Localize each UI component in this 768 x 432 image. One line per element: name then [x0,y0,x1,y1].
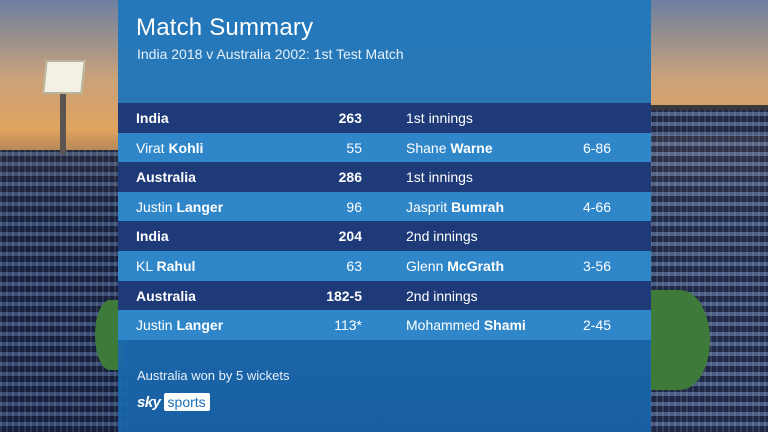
top-batter: KL Rahul [136,258,195,274]
team-score: 263 [338,110,362,126]
batter-first-name: Justin [136,317,173,334]
team-name: Australia [136,169,196,186]
top-batter: Justin Langer [136,317,223,333]
bowler-last-name: Shami [483,317,526,334]
team-name: Australia [136,287,196,304]
match-summary-panel: Match Summary India 2018 v Australia 200… [118,0,651,432]
top-bowler: Glenn McGrath [406,258,504,274]
team-name: India [136,110,169,126]
floodlight-icon [42,60,86,94]
scorecard: India 263 1st innings Virat Kohli 55 Sha… [118,103,651,340]
innings-label: 2nd innings [406,228,478,245]
crowd-stand-left [0,150,130,432]
batter-first-name: KL [136,257,153,274]
top-bowler: Shane Warne [406,140,493,156]
innings-row: Australia 182-5 2nd innings [118,280,651,311]
bowler-last-name: Warne [450,139,493,156]
performer-row: KL Rahul 63 Glenn McGrath 3-56 [118,250,651,281]
performer-row: Justin Langer 113* Mohammed Shami 2-45 [118,310,651,340]
top-bowler: Jasprit Bumrah [406,199,504,215]
performer-row: Justin Langer 96 Jasprit Bumrah 4-66 [118,191,651,222]
batter-last-name: Rahul [156,257,196,274]
bowling-figures: 2-45 [582,317,611,334]
innings-label: 1st innings [406,169,473,186]
batter-last-name: Langer [176,198,224,215]
sky-sports-logo: sky sports [137,392,210,412]
panel-subtitle: India 2018 v Australia 2002: 1st Test Ma… [137,46,404,62]
bowler-last-name: McGrath [447,257,505,274]
batter-runs: 55 [346,139,362,156]
team-score: 204 [338,228,362,245]
batter-first-name: Virat [136,139,165,156]
panel-title: Match Summary [136,14,314,41]
team-name: India [136,228,169,245]
team-score: 286 [338,169,362,186]
top-batter: Virat Kohli [136,140,203,156]
top-bowler: Mohammed Shami [406,317,526,333]
bowler-first-name: Shane [406,139,447,156]
team-score: 182-5 [326,287,362,304]
logo-sky-text: sky [137,393,161,411]
bowler-first-name: Glenn [406,257,444,274]
batter-runs: 113* [334,317,362,334]
bowling-figures: 3-56 [582,257,611,274]
bowler-first-name: Jasprit [406,198,448,215]
batter-runs: 63 [346,257,362,274]
batter-first-name: Justin [136,198,173,215]
bowling-figures: 6-86 [582,139,611,156]
batter-last-name: Kohli [168,139,204,156]
top-batter: Justin Langer [136,199,223,215]
outfield-right [650,290,710,390]
bowling-figures: 4-66 [582,198,611,215]
logo-sports-text: sports [163,393,210,411]
innings-label: 2nd innings [406,287,478,304]
innings-row: Australia 286 1st innings [118,162,651,192]
innings-row: India 263 1st innings [118,103,651,133]
performer-row: Virat Kohli 55 Shane Warne 6-86 [118,132,651,163]
floodlight-pole [60,94,66,154]
batter-last-name: Langer [176,317,224,334]
innings-row: India 204 2nd innings [118,221,651,251]
bowler-last-name: Bumrah [451,198,505,215]
innings-label: 1st innings [406,110,473,126]
bowler-first-name: Mohammed [406,317,480,334]
match-result: Australia won by 5 wickets [137,368,290,383]
batter-runs: 96 [346,198,362,215]
